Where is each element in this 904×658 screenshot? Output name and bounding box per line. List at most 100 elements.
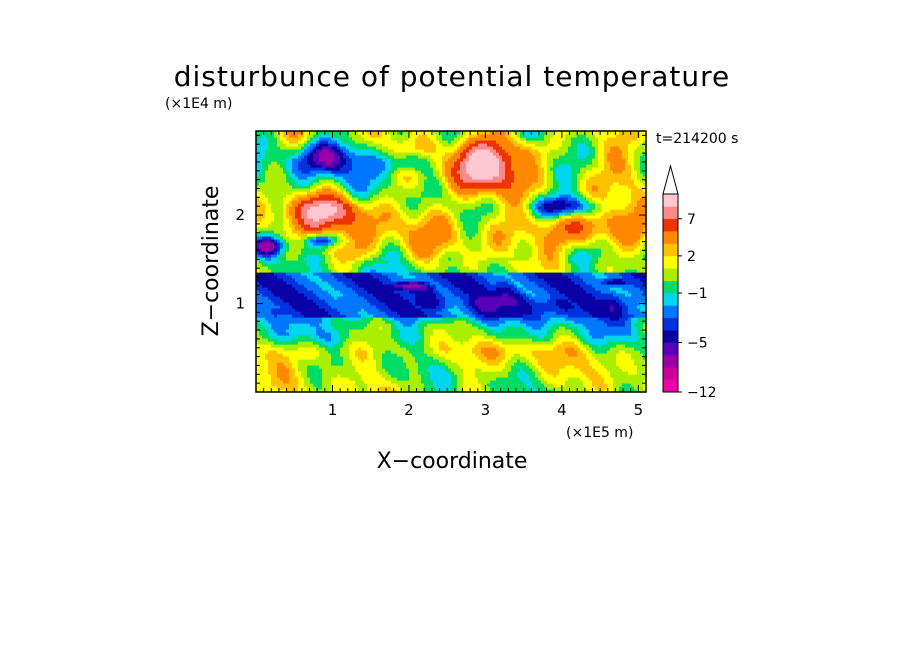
contour-cell — [418, 134, 428, 138]
contour-cell — [292, 167, 299, 171]
contour-cell — [331, 332, 341, 336]
contour-cell — [277, 245, 281, 249]
contour-cell — [469, 137, 509, 141]
contour-cell — [355, 140, 374, 144]
contour-cell — [601, 209, 611, 213]
contour-cell — [367, 188, 374, 192]
contour-cell — [631, 191, 647, 195]
contour-cell — [358, 311, 368, 315]
contour-cell — [607, 155, 623, 159]
contour-cell — [343, 155, 350, 159]
contour-cell — [634, 362, 647, 366]
contour-cell — [439, 290, 452, 294]
contour-cell — [355, 188, 368, 192]
contour-cell — [517, 359, 521, 363]
contour-cell — [286, 173, 290, 177]
contour-cell — [262, 293, 275, 297]
contour-cell — [409, 239, 449, 243]
contour-cell — [277, 140, 284, 144]
contour-cell — [385, 161, 392, 165]
contour-cell — [424, 224, 452, 228]
contour-cell — [586, 179, 635, 183]
contour-cell — [457, 314, 470, 318]
contour-cell — [391, 158, 428, 162]
contour-cell — [361, 314, 374, 318]
contour-cell — [532, 311, 545, 315]
colorbar-swatch — [663, 379, 678, 393]
contour-cell — [394, 206, 401, 210]
contour-cell — [352, 185, 368, 189]
contour-cell — [577, 188, 581, 192]
contour-cell — [523, 368, 533, 372]
contour-cell — [544, 311, 557, 315]
contour-cell — [286, 254, 299, 258]
contour-cell — [442, 308, 449, 312]
contour-cell — [310, 278, 323, 282]
contour-cell — [289, 209, 296, 213]
contour-cell — [328, 149, 335, 153]
contour-cell — [508, 260, 542, 264]
contour-cell — [376, 305, 389, 309]
contour-cell — [592, 254, 602, 258]
contour-cell — [331, 269, 338, 273]
contour-cell — [340, 143, 350, 147]
contour-cell — [271, 203, 284, 207]
contour-cell — [577, 302, 620, 306]
contour-cell — [490, 386, 530, 390]
contour-cell — [592, 194, 608, 198]
contour-cell — [337, 269, 350, 273]
contour-cell — [274, 272, 287, 276]
contour-cell — [268, 359, 290, 363]
contour-cell — [577, 200, 581, 204]
contour-cell — [595, 212, 605, 216]
contour-cell — [319, 140, 329, 144]
contour-cell — [436, 311, 452, 315]
contour-cell — [274, 134, 281, 138]
contour-cell — [433, 356, 446, 360]
contour-cell — [565, 380, 584, 384]
contour-cell — [340, 155, 344, 159]
contour-cell — [601, 248, 614, 252]
contour-cell — [496, 281, 509, 285]
contour-cell — [409, 272, 428, 276]
contour-cell — [487, 269, 509, 273]
contour-cell — [337, 200, 344, 204]
contour-cell — [577, 182, 581, 186]
contour-cell — [541, 380, 548, 384]
contour-cell — [553, 335, 560, 339]
contour-cell — [280, 245, 284, 249]
contour-cell — [358, 386, 368, 390]
contour-cell — [424, 215, 434, 219]
contour-cell — [505, 209, 524, 213]
contour-cell — [580, 203, 584, 207]
contour-cell — [337, 206, 344, 210]
contour-cell — [451, 194, 458, 198]
contour-cell — [586, 374, 602, 378]
contour-cell — [457, 386, 464, 390]
contour-cell — [313, 146, 317, 150]
contour-cell — [577, 350, 584, 354]
contour-cell — [451, 368, 464, 372]
contour-cell — [604, 272, 620, 276]
contour-cell — [430, 275, 443, 279]
contour-cell — [265, 194, 287, 198]
contour-cell — [331, 203, 344, 207]
contour-cell — [607, 368, 623, 372]
contour-cell — [283, 224, 290, 228]
contour-cell — [343, 272, 371, 276]
contour-cell — [487, 242, 497, 246]
contour-cell — [523, 287, 527, 291]
contour-cell — [547, 161, 554, 165]
contour-cell — [355, 257, 365, 261]
contour-cell — [373, 356, 383, 360]
contour-cell — [523, 380, 533, 384]
contour-cell — [277, 371, 290, 375]
contour-cell — [631, 329, 638, 333]
contour-cell — [331, 305, 377, 309]
contour-cell — [316, 161, 326, 165]
contour-cell — [442, 284, 455, 288]
contour-cell — [619, 131, 641, 135]
contour-cell — [496, 200, 503, 204]
contour-cell — [550, 284, 581, 288]
contour-cell — [457, 239, 464, 243]
